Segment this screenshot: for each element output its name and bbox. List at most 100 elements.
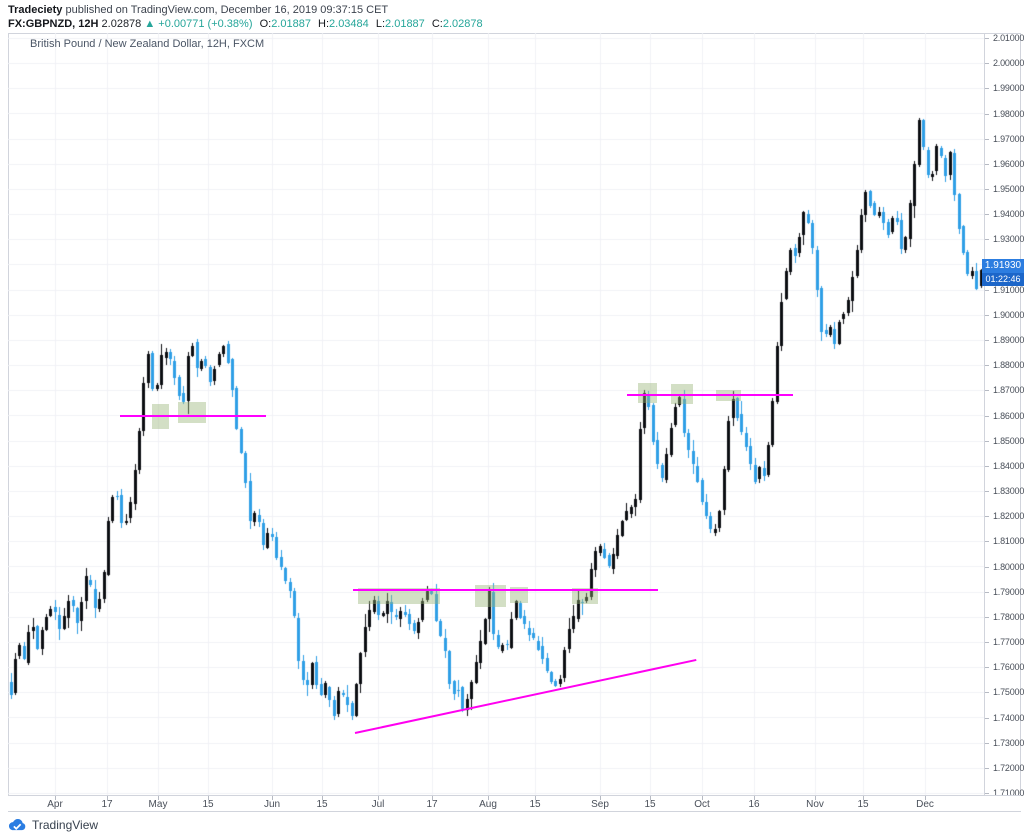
time-axis-tick <box>863 796 864 800</box>
price-axis-tick <box>985 138 989 140</box>
price-axis-label: 1.99000 <box>993 83 1024 94</box>
price-axis-label: 1.87000 <box>993 385 1024 396</box>
supply-demand-zone[interactable] <box>152 403 169 430</box>
price-axis-label: 1.76000 <box>993 662 1024 673</box>
time-axis-tick <box>432 796 433 800</box>
price-axis-tick <box>985 63 989 65</box>
price-axis-tick <box>985 314 989 316</box>
time-axis-label: Aug <box>479 799 497 810</box>
price-axis-label: 1.74000 <box>993 712 1024 723</box>
current-price-label[interactable]: 1.91930 01:22:46 <box>982 259 1024 286</box>
price-axis-label: 1.81000 <box>993 536 1024 547</box>
open-value: O:2.01887 <box>259 18 311 30</box>
price-axis-tick <box>985 642 989 643</box>
price-axis-label: 1.80000 <box>993 561 1024 572</box>
publish-line: Tradeciety published on TradingView.com,… <box>8 4 483 17</box>
resistance-line-sep-oct[interactable] <box>627 394 793 397</box>
price-axis-label: 1.88000 <box>993 360 1024 371</box>
time-axis-tick <box>535 796 536 800</box>
supply-demand-zone[interactable] <box>572 587 598 604</box>
time-axis-label: 15 <box>857 799 869 810</box>
price-axis-tick <box>985 239 989 241</box>
time-axis-label: 15 <box>202 799 214 810</box>
time-axis-tick <box>925 796 926 800</box>
time-axis-tick <box>208 796 209 800</box>
price-axis-label: 1.75000 <box>993 687 1024 698</box>
supply-demand-zone[interactable] <box>358 587 440 604</box>
bar-countdown: 01:22:46 <box>982 273 1024 286</box>
time-axis-label: Nov <box>806 799 824 810</box>
low-value: L:2.01887 <box>375 18 425 30</box>
publish-info: published on TradingView.com, December 1… <box>62 4 389 16</box>
last-price: 2.02878 <box>101 18 142 30</box>
time-axis-label: 15 <box>529 799 541 810</box>
price-axis-label: 1.97000 <box>993 133 1024 144</box>
price-axis-tick <box>985 717 989 719</box>
time-axis-label: Jul <box>371 799 385 810</box>
time-axis-tick <box>702 796 703 800</box>
publish-header: Tradeciety published on TradingView.com,… <box>8 4 483 31</box>
price-axis-label: 1.73000 <box>993 737 1024 748</box>
price-axis-label: 1.71000 <box>993 788 1024 798</box>
price-axis-label: 1.91000 <box>993 284 1024 295</box>
price-axis-tick <box>985 214 989 216</box>
time-axis-label: May <box>148 799 168 810</box>
time-axis-tick <box>650 796 651 800</box>
resistance-line-jul-sep[interactable] <box>353 589 658 592</box>
price-axis-tick <box>985 365 989 367</box>
price-axis-tick <box>985 88 989 90</box>
time-axis-label: Apr <box>47 799 63 810</box>
price-axis-tick <box>985 591 989 593</box>
price-axis-label: 1.78000 <box>993 611 1024 622</box>
tradingview-attribution[interactable]: TradingView <box>8 818 98 832</box>
time-axis-label: Jun <box>263 799 281 810</box>
time-axis-label: Oct <box>694 799 710 810</box>
supply-demand-zone[interactable] <box>638 383 657 403</box>
price-axis-label: 1.83000 <box>993 486 1024 496</box>
supply-demand-zone[interactable] <box>475 584 506 607</box>
supply-demand-zone[interactable] <box>178 401 206 424</box>
price-axis-label: 1.93000 <box>993 234 1024 245</box>
price-axis-tick <box>985 38 989 39</box>
price-axis-label: 2.01000 <box>993 33 1024 43</box>
price-axis-tick <box>985 667 989 669</box>
price-axis-tick <box>985 163 989 165</box>
time-axis-tick <box>815 796 816 800</box>
price-axis-label: 1.84000 <box>993 460 1024 471</box>
price-axis[interactable]: 2.01000 2.00000 1.99000 1.98000 1.97000 1.960… <box>984 33 1024 798</box>
time-axis[interactable]: Apr 17 May 15 Jun 15 Jul 17 Aug 15 Sep 15 Oct 16 Nov 15… <box>8 795 1021 812</box>
time-axis-label: 17 <box>101 799 113 810</box>
price-axis-label: 1.86000 <box>993 410 1024 421</box>
time-axis-label: 16 <box>748 799 760 810</box>
price-axis-label: 1.79000 <box>993 586 1024 597</box>
price-axis-tick <box>985 440 989 442</box>
price-axis-label: 1.85000 <box>993 435 1024 446</box>
symbol-label[interactable]: FX:GBPNZD, 12H <box>8 18 99 30</box>
price-axis-label: 1.82000 <box>993 511 1024 522</box>
price-axis-tick <box>985 541 989 543</box>
time-axis-tick <box>754 796 755 800</box>
symbol-line: FX:GBPNZD, 12H 2.02878 ▲ +0.00771 (+0.38… <box>8 18 483 31</box>
price-axis-tick <box>985 742 989 744</box>
price-axis-tick <box>985 692 989 694</box>
resistance-line-may[interactable] <box>120 414 266 417</box>
time-axis-label: 15 <box>316 799 328 810</box>
price-axis-tick <box>985 516 989 518</box>
price-axis-label: 1.72000 <box>993 762 1024 773</box>
price-axis-label: 1.96000 <box>993 158 1024 169</box>
tradingview-logo-text: TradingView <box>32 818 99 832</box>
price-axis-tick <box>985 113 989 115</box>
tradingview-cloud-icon <box>8 818 26 831</box>
time-axis-tick <box>600 796 601 800</box>
time-axis-label: 15 <box>644 799 656 810</box>
price-axis-label: 1.94000 <box>993 209 1024 220</box>
price-axis-tick <box>985 793 989 794</box>
price-axis-label: 1.95000 <box>993 184 1024 194</box>
time-axis-tick <box>322 796 323 800</box>
time-axis-tick <box>158 796 159 800</box>
supply-demand-zone[interactable] <box>671 384 693 404</box>
time-axis-label: 17 <box>426 799 438 810</box>
price-axis-tick <box>985 465 989 467</box>
price-axis-tick <box>985 616 989 618</box>
